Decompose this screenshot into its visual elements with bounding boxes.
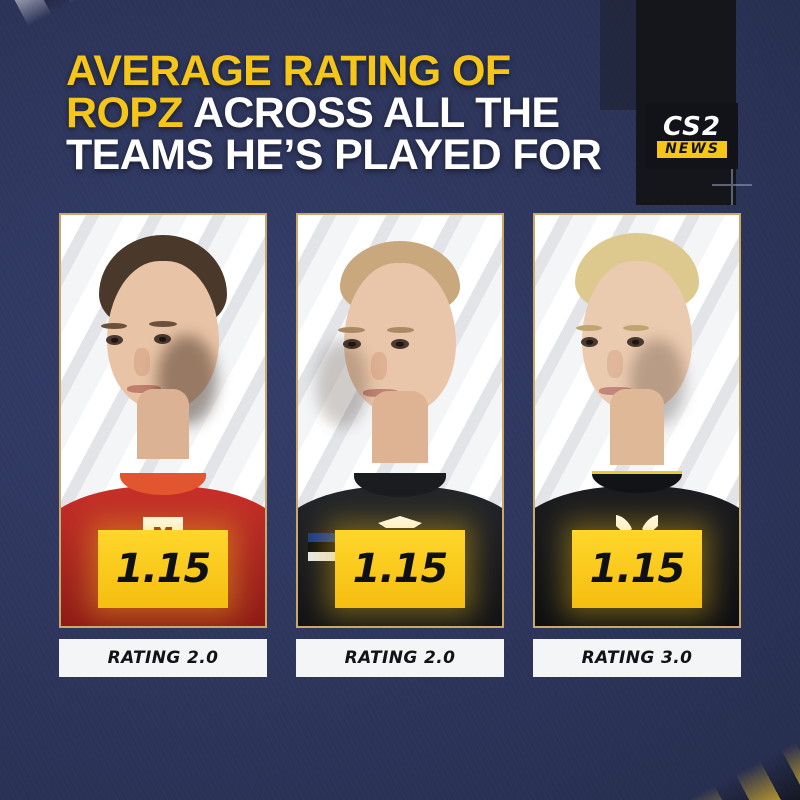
rating-value: 1.15 (352, 546, 449, 592)
player-card: 1.15 (59, 213, 267, 628)
player-nose (371, 352, 387, 380)
logo-primary-text: CS2 (663, 111, 721, 142)
headline-line-3: TEAMS HE’S PLAYED FOR (66, 131, 636, 179)
player-mouth (127, 385, 161, 393)
background-band-dark (636, 0, 736, 205)
rating-label: RATING 3.0 (581, 648, 693, 668)
jersey-collar (120, 473, 206, 495)
rating-label-strip: RATING 3.0 (533, 639, 741, 677)
rating-label-strip: RATING 2.0 (296, 639, 504, 677)
rating-value-box: 1.15 (335, 530, 465, 608)
player-card: 1.15 (296, 213, 504, 628)
player-brow-left (576, 325, 602, 331)
player-head (344, 263, 456, 413)
player-brow-left (101, 323, 127, 329)
logo-secondary-text: NEWS (657, 140, 727, 158)
rating-value: 1.15 (589, 546, 686, 592)
player-eye-left (343, 339, 361, 349)
player-eye-right (391, 339, 409, 349)
cs2-news-logo: CS2 NEWS (646, 103, 738, 169)
rating-value-box: 1.15 (98, 530, 228, 608)
jersey-collar (592, 471, 682, 493)
headline-line-3-text: TEAMS HE’S PLAYED FOR (66, 131, 602, 179)
rating-label-strip: RATING 2.0 (59, 639, 267, 677)
player-neck (137, 389, 189, 459)
crosshair-icon (712, 165, 752, 205)
player-eye-right (627, 337, 644, 347)
player-nose (134, 348, 150, 376)
player-face-shadow (316, 341, 368, 427)
rating-value-box: 1.15 (572, 530, 702, 608)
player-nose (607, 350, 623, 378)
headline-player-name: ROPZ (66, 89, 184, 137)
background-band-secondary (600, 0, 638, 110)
player-brow-right (387, 327, 414, 333)
rating-label: RATING 2.0 (344, 648, 456, 668)
headline-line-1: AVERAGE RATING OF (66, 47, 636, 95)
headline-line-2-text: ACROSS ALL THE (192, 89, 560, 137)
player-brow-right (149, 321, 177, 327)
player-neck (372, 391, 428, 463)
player-brow-right (623, 325, 649, 331)
player-eye-right (154, 334, 171, 344)
player-photo (61, 215, 265, 626)
player-card: 1.15 (533, 213, 741, 628)
rating-label: RATING 2.0 (107, 648, 219, 668)
player-eye-left (106, 335, 123, 345)
headline-line-1-text: AVERAGE RATING OF (66, 47, 511, 95)
player-eye-left (581, 337, 598, 347)
headline: AVERAGE RATING OF ROPZ ACROSS ALL THE TE… (66, 47, 636, 179)
player-brow-left (338, 327, 365, 333)
rating-value: 1.15 (115, 546, 212, 592)
headline-line-2: ROPZ ACROSS ALL THE (66, 89, 636, 137)
player-head (582, 261, 692, 411)
player-neck (610, 389, 664, 465)
